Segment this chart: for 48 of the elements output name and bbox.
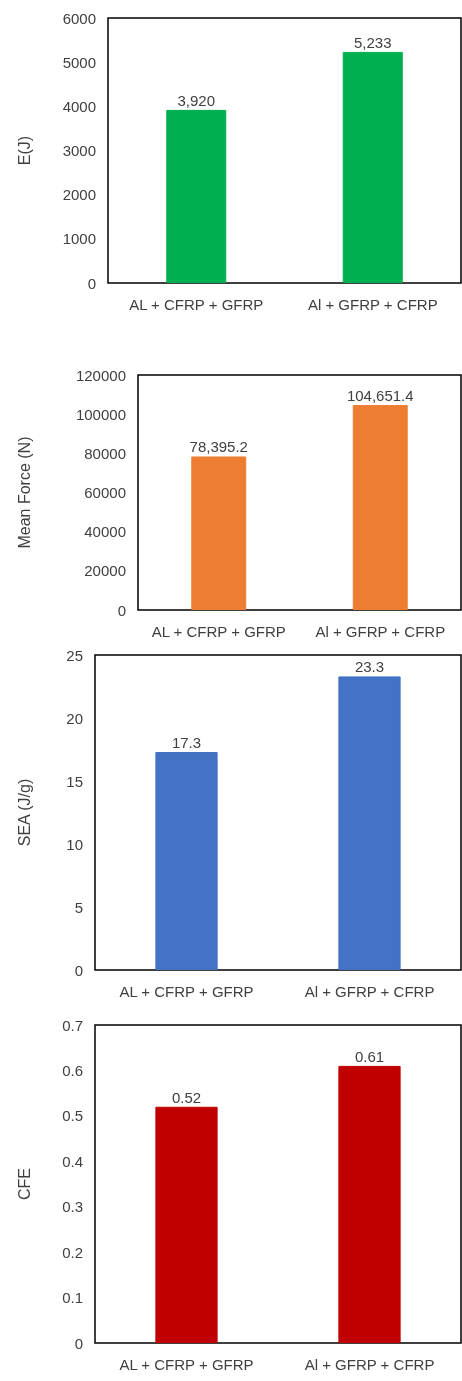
x-tick-label: AL + CFRP + GFRP: [151, 623, 286, 640]
x-tick-label: AL + CFRP + GFRP: [119, 983, 254, 1000]
y-tick-label: 15: [66, 772, 83, 790]
data-label: 0.52: [171, 1088, 202, 1106]
y-tick-label: 25: [66, 646, 83, 664]
y-tick-label: 0.6: [62, 1061, 83, 1079]
y-tick-label: 0.1: [62, 1289, 83, 1307]
y-axis-title: Mean Force (N): [15, 436, 33, 549]
x-tick-label: AL + CFRP + GFRP: [129, 296, 264, 313]
y-tick-label: 3000: [62, 142, 96, 159]
y-tick-label: 6000: [62, 9, 96, 27]
y-tick-label: 120000: [75, 366, 126, 384]
y-tick-label: 0.2: [62, 1243, 83, 1261]
data-label: 3,920: [177, 91, 216, 109]
y-tick-label: 0.3: [62, 1198, 83, 1216]
y-tick-label: 2000: [62, 186, 96, 204]
data-label: 17.3: [171, 734, 202, 752]
y-tick-label: 10: [66, 835, 83, 853]
y-tick-label: 20: [66, 709, 83, 727]
y-tick-label: 20000: [84, 562, 126, 580]
y-tick-label: 0.4: [62, 1152, 83, 1170]
y-tick-label: 1000: [62, 230, 96, 248]
x-tick-label: Al + GFRP + CFRP: [315, 623, 446, 640]
y-tick-label: 4000: [62, 97, 96, 115]
y-axis-title: SEA (J/g): [15, 778, 33, 847]
y-axis-title: E(J): [15, 135, 33, 166]
y-tick-label: 60000: [84, 484, 126, 501]
y-tick-label: 5: [74, 898, 83, 916]
y-tick-label: 0: [117, 601, 126, 619]
data-label: 23.3: [354, 658, 385, 676]
y-tick-label: 80000: [84, 444, 126, 462]
y-tick-label: 0: [74, 961, 83, 979]
x-tick-label: Al + GFRP + CFRP: [304, 983, 435, 1000]
y-tick-label: 5000: [62, 53, 96, 71]
y-tick-label: 0: [74, 1334, 83, 1352]
y-tick-label: 0.7: [62, 1016, 83, 1034]
y-tick-label: 40000: [84, 523, 126, 541]
data-label: 104,651.4: [346, 387, 414, 405]
y-axis-title: CFE: [15, 1168, 33, 1200]
x-tick-label: Al + GFRP + CFRP: [304, 1356, 435, 1373]
data-label: 5,233: [353, 33, 392, 51]
data-label: 78,395.2: [189, 438, 248, 456]
y-tick-label: 100000: [75, 405, 126, 423]
y-tick-label: 0.5: [62, 1107, 83, 1125]
data-label: 0.61: [354, 1047, 385, 1065]
x-tick-label: AL + CFRP + GFRP: [119, 1356, 254, 1373]
x-tick-label: Al + GFRP + CFRP: [307, 296, 438, 313]
y-tick-label: 0: [87, 274, 96, 292]
